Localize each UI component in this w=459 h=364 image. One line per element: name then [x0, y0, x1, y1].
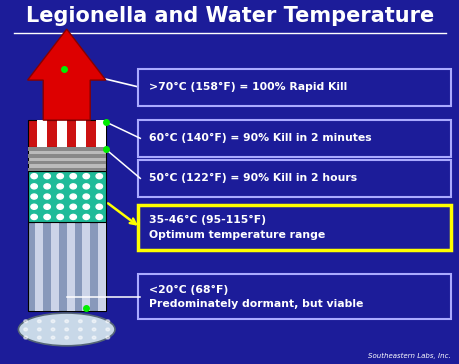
Circle shape: [65, 320, 68, 323]
Text: 50°C (122°F) = 90% Kill in 2 hours: 50°C (122°F) = 90% Kill in 2 hours: [148, 173, 356, 183]
Circle shape: [96, 204, 102, 209]
Bar: [37, 120, 47, 147]
Circle shape: [70, 184, 76, 189]
Circle shape: [57, 204, 63, 209]
Circle shape: [96, 174, 102, 179]
Circle shape: [78, 336, 82, 339]
FancyBboxPatch shape: [138, 205, 450, 250]
Text: Predominately dormant, but viable: Predominately dormant, but viable: [148, 299, 362, 309]
Bar: [28, 120, 106, 147]
Text: Optimum temperature range: Optimum temperature range: [148, 230, 324, 240]
Circle shape: [92, 328, 96, 331]
Circle shape: [44, 194, 50, 199]
FancyBboxPatch shape: [138, 160, 450, 197]
Circle shape: [83, 204, 89, 209]
Circle shape: [96, 214, 102, 219]
Text: <20°C (68°F): <20°C (68°F): [148, 285, 227, 294]
Circle shape: [51, 336, 55, 339]
Circle shape: [31, 204, 37, 209]
FancyBboxPatch shape: [138, 69, 450, 106]
Text: 35-46°C (95-115°F): 35-46°C (95-115°F): [148, 215, 265, 225]
Text: Southeastern Labs, Inc.: Southeastern Labs, Inc.: [367, 352, 450, 359]
Circle shape: [92, 336, 96, 339]
Circle shape: [57, 184, 63, 189]
Bar: [28, 171, 106, 222]
Text: Legionella and Water Temperature: Legionella and Water Temperature: [26, 7, 433, 26]
Bar: [28, 147, 106, 151]
Circle shape: [92, 320, 96, 323]
Bar: [76, 120, 86, 147]
Circle shape: [70, 204, 76, 209]
Circle shape: [57, 174, 63, 179]
Bar: [51, 222, 59, 311]
Circle shape: [106, 328, 109, 331]
Circle shape: [31, 174, 37, 179]
Circle shape: [57, 194, 63, 199]
Bar: [28, 154, 106, 158]
Text: >70°C (158°F) = 100% Rapid Kill: >70°C (158°F) = 100% Rapid Kill: [148, 82, 346, 92]
Circle shape: [65, 336, 68, 339]
Bar: [28, 161, 106, 164]
Circle shape: [31, 194, 37, 199]
Circle shape: [51, 328, 55, 331]
Circle shape: [65, 328, 68, 331]
Circle shape: [44, 204, 50, 209]
Circle shape: [83, 194, 89, 199]
Bar: [67, 222, 74, 311]
Circle shape: [31, 184, 37, 189]
Circle shape: [38, 336, 41, 339]
Bar: [28, 147, 106, 171]
Bar: [35, 222, 43, 311]
Circle shape: [96, 194, 102, 199]
Circle shape: [106, 336, 109, 339]
Bar: [28, 222, 106, 311]
Circle shape: [83, 184, 89, 189]
FancyBboxPatch shape: [138, 274, 450, 320]
Bar: [82, 222, 90, 311]
Polygon shape: [28, 29, 106, 120]
Circle shape: [24, 336, 28, 339]
Circle shape: [31, 214, 37, 219]
Circle shape: [70, 174, 76, 179]
Circle shape: [24, 320, 28, 323]
Circle shape: [51, 320, 55, 323]
FancyBboxPatch shape: [138, 120, 450, 157]
Circle shape: [70, 194, 76, 199]
Text: 60°C (140°F) = 90% Kill in 2 minutes: 60°C (140°F) = 90% Kill in 2 minutes: [148, 133, 370, 143]
Circle shape: [38, 328, 41, 331]
Circle shape: [96, 184, 102, 189]
Circle shape: [78, 320, 82, 323]
Circle shape: [83, 214, 89, 219]
Circle shape: [83, 174, 89, 179]
Bar: [28, 168, 106, 171]
Circle shape: [70, 214, 76, 219]
Circle shape: [57, 214, 63, 219]
Bar: [57, 120, 67, 147]
Bar: [98, 222, 106, 311]
Bar: [96, 120, 106, 147]
Ellipse shape: [18, 313, 115, 346]
Circle shape: [38, 320, 41, 323]
Circle shape: [78, 328, 82, 331]
Circle shape: [44, 174, 50, 179]
Circle shape: [44, 214, 50, 219]
Circle shape: [24, 328, 28, 331]
Circle shape: [106, 320, 109, 323]
Circle shape: [44, 184, 50, 189]
